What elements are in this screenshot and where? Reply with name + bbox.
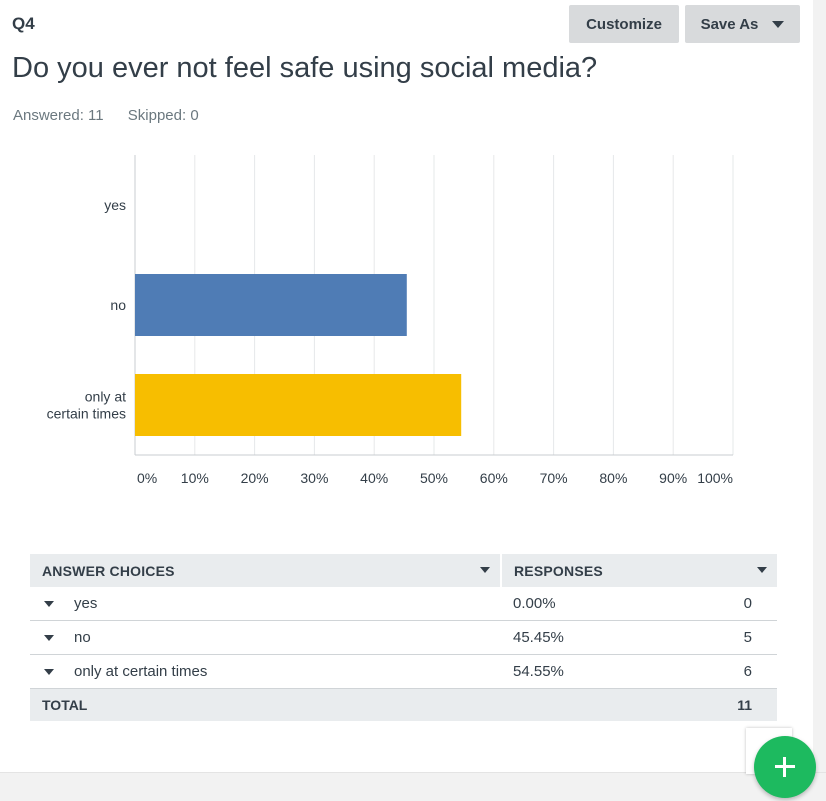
response-count: 0 [743, 595, 752, 612]
response-cell: 45.45% 5 [501, 620, 777, 655]
response-percent: 54.55% [513, 663, 564, 680]
bar [135, 274, 407, 336]
response-count: 5 [743, 629, 752, 646]
expand-caret-icon[interactable] [44, 635, 54, 641]
total-label: TOTAL [30, 688, 501, 721]
total-cell: 11 [501, 688, 777, 721]
response-percent: 0.00% [513, 595, 556, 612]
question-title: Do you ever not feel safe using social m… [12, 52, 598, 84]
table-row: only at certain times 54.55% 6 [30, 654, 777, 689]
table-row: yes 0.00% 0 [30, 587, 777, 621]
tick-label: 0% [137, 470, 157, 486]
responses-table: ANSWER CHOICES RESPONSES yes 0.00% 0 [30, 554, 777, 721]
save-as-button[interactable]: Save As [685, 5, 800, 43]
choice-cell: no [30, 620, 501, 655]
skipped-count: Skipped: 0 [127, 107, 199, 124]
choice-cell: yes [30, 587, 501, 621]
tick-label: 10% [181, 470, 209, 486]
scrollbar[interactable] [813, 0, 826, 800]
choice-cell: only at certain times [30, 654, 501, 689]
tick-label: 70% [540, 470, 568, 486]
answered-count: Answered: 11 [13, 107, 104, 124]
add-button[interactable] [754, 736, 816, 798]
tick-label: 60% [480, 470, 508, 486]
total-count: 11 [737, 697, 752, 713]
sort-caret-icon[interactable] [757, 567, 767, 573]
header-responses[interactable]: RESPONSES [501, 554, 777, 587]
chevron-down-icon [772, 20, 785, 28]
question-number: Q4 [12, 14, 35, 33]
expand-caret-icon[interactable] [44, 669, 54, 675]
table-row: no 45.45% 5 [30, 620, 777, 655]
sort-caret-icon[interactable] [480, 567, 490, 573]
expand-caret-icon[interactable] [44, 601, 54, 607]
customize-label: Customize [586, 15, 662, 33]
category-label: only at [85, 389, 126, 405]
customize-button[interactable]: Customize [569, 5, 679, 43]
category-label: certain times [47, 406, 126, 422]
response-cell: 54.55% 6 [501, 654, 777, 689]
tick-label: 90% [659, 470, 687, 486]
category-label: yes [104, 197, 126, 213]
tick-label: 20% [241, 470, 269, 486]
response-cell: 0.00% 0 [501, 587, 777, 621]
tick-label: 100% [697, 470, 733, 486]
header-answer-choices[interactable]: ANSWER CHOICES [30, 554, 502, 587]
save-as-label: Save As [700, 15, 759, 33]
response-stats: Answered: 11 Skipped: 0 [13, 107, 219, 124]
tick-label: 80% [599, 470, 627, 486]
tick-label: 30% [300, 470, 328, 486]
footer-bar [0, 772, 826, 801]
tick-label: 50% [420, 470, 448, 486]
response-count: 6 [743, 663, 752, 680]
category-label: no [110, 297, 126, 313]
tick-label: 40% [360, 470, 388, 486]
response-percent: 45.45% [513, 629, 564, 646]
bar [135, 374, 462, 436]
total-row: TOTAL 11 [30, 688, 777, 721]
